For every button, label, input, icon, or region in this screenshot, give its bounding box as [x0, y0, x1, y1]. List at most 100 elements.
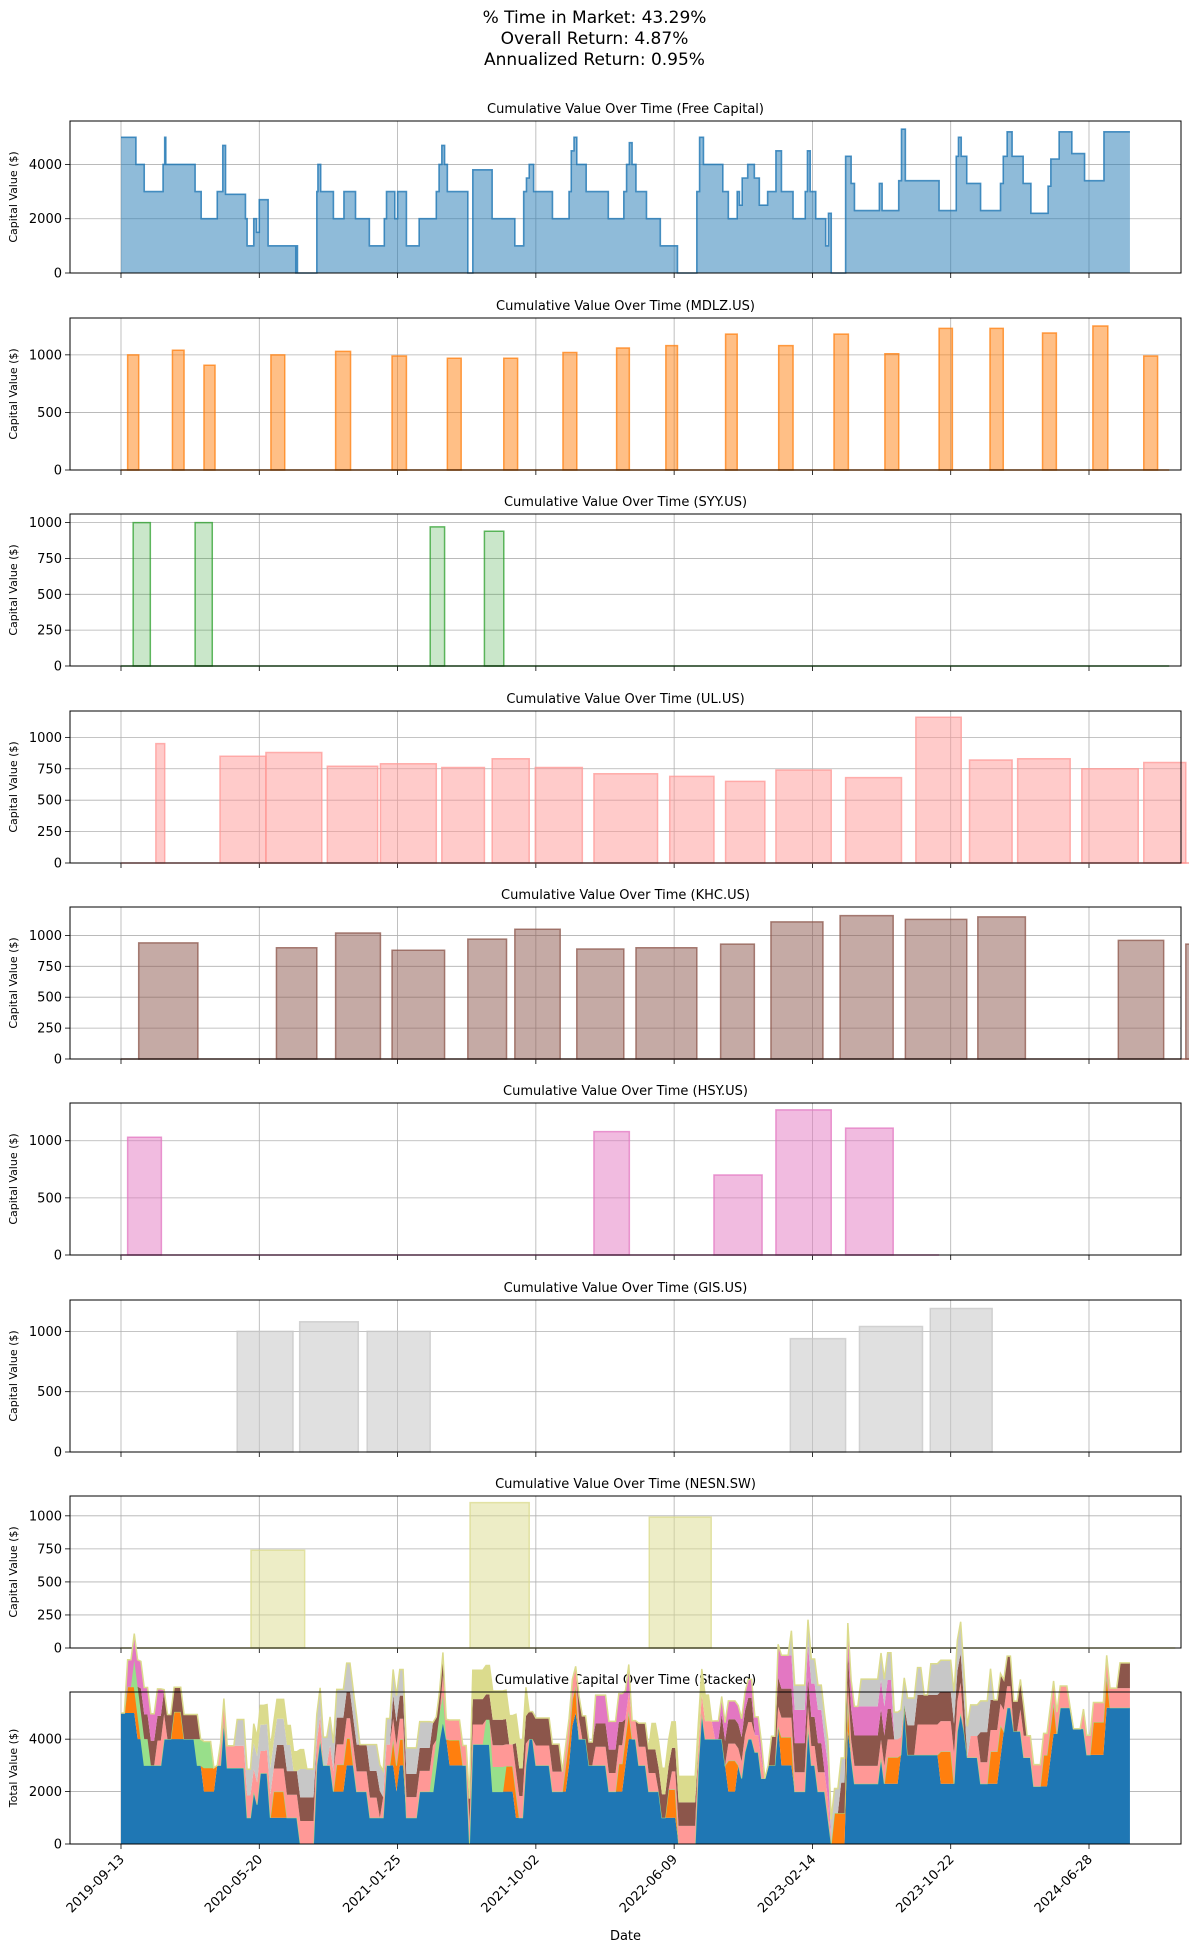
holding-bar [132, 521, 152, 667]
y-tick-label: 0 [54, 267, 62, 282]
holding-bar [514, 928, 561, 1060]
holding-bar [770, 921, 824, 1060]
holding-bar [989, 327, 1005, 471]
axes-frame [69, 317, 1182, 471]
holding-bar [1143, 355, 1159, 471]
y-tick-label: 0 [54, 857, 62, 872]
y-tick-label: 500 [37, 1575, 62, 1590]
panel-6: Cumulative Value Over Time (GIS.US) Capit… [7, 1281, 1182, 1461]
holding-bar [576, 948, 625, 1060]
y-tick-label: 4000 [29, 1733, 62, 1748]
y-tick-label: 500 [37, 991, 62, 1006]
y-tick-label: 250 [37, 1608, 62, 1623]
y-tick-label: 4000 [29, 158, 62, 173]
panel-4: Cumulative Value Over Time (KHC.US) Capit… [7, 888, 1189, 1068]
holding-bar [775, 769, 832, 864]
y-tick-label: 0 [54, 660, 62, 675]
panel-title: Cumulative Value Over Time (GIS.US) [504, 1281, 748, 1296]
holding-bar [270, 354, 286, 471]
holding-bar [1185, 943, 1189, 1060]
axes-frame [69, 120, 1182, 274]
y-tick-label: 1000 [29, 348, 62, 363]
y-tick-label: 750 [37, 552, 62, 567]
y-tick-label: 500 [37, 588, 62, 603]
x-tick-label: 2023-02-14 [755, 1852, 819, 1916]
holding-bar [379, 763, 438, 864]
stacked-layer-4 [121, 1652, 1130, 1844]
holding-bar [194, 521, 214, 667]
axes-frame [69, 1299, 1182, 1453]
x-tick-label: 2024-06-28 [1032, 1852, 1096, 1916]
stacked-layer-0 [121, 1705, 1130, 1844]
y-tick-label: 0 [54, 1053, 62, 1068]
holding-bar [724, 780, 766, 864]
holding-bar [844, 776, 903, 864]
y-tick-label: 0 [54, 1838, 62, 1853]
y-tick-label: 1000 [29, 1134, 62, 1149]
holding-bar [1092, 325, 1109, 471]
y-tick-label: 500 [37, 794, 62, 809]
y-tick-label: 2000 [29, 212, 62, 227]
panel-8: Cumulative Capital Over Time (Stacked) To… [7, 1619, 1182, 1853]
holding-bar [1117, 939, 1165, 1060]
panel-title: Cumulative Value Over Time (MDLZ.US) [496, 299, 755, 314]
free-capital-area [121, 129, 1130, 273]
holding-bar [562, 351, 578, 471]
panel-1: Cumulative Value Over Time (MDLZ.US) Capi… [7, 299, 1182, 479]
panel-title: Cumulative Value Over Time (HSY.US) [503, 1084, 748, 1099]
holding-bar [635, 947, 698, 1060]
y-tick-label: 0 [54, 1642, 62, 1657]
y-axis-label: Capital Value ($) [7, 151, 20, 242]
holding-bar [904, 918, 968, 1060]
x-axis-label: Date [610, 1929, 641, 1944]
holding-bar [915, 716, 962, 864]
y-tick-label: 500 [37, 1385, 62, 1400]
holding-bar [668, 775, 715, 864]
time-in-market-text: % Time in Market: 43.29% [482, 8, 707, 28]
axes-frame [69, 710, 1182, 864]
y-tick-label: 750 [37, 762, 62, 777]
y-tick-label: 750 [37, 1542, 62, 1557]
panel-title: Cumulative Capital Over Time (Stacked) [495, 1673, 756, 1688]
y-axis-label: Capital Value ($) [7, 348, 20, 439]
overall-return-text: Overall Return: 4.87% [500, 29, 689, 49]
holding-bar [326, 765, 379, 864]
panel-title: Cumulative Value Over Time (Free Capital… [487, 102, 764, 117]
holding-bar [275, 947, 318, 1060]
holding-bar [236, 1330, 294, 1453]
holding-bar [503, 357, 519, 471]
holding-bar [884, 352, 900, 471]
holding-bar [334, 932, 382, 1060]
holding-bar [724, 333, 738, 471]
axes-frame [69, 906, 1182, 1060]
axes-frame [69, 513, 1182, 667]
y-tick-label: 750 [37, 960, 62, 975]
panel-title: Cumulative Value Over Time (SYY.US) [504, 495, 747, 510]
axes-frame [69, 1102, 1182, 1256]
panel-title: Cumulative Value Over Time (NESN.SW) [495, 1477, 756, 1492]
y-tick-label: 1000 [29, 731, 62, 746]
x-tick-label: 2021-10-02 [479, 1852, 543, 1916]
y-tick-label: 0 [54, 1446, 62, 1461]
panel-title: Cumulative Value Over Time (KHC.US) [501, 888, 750, 903]
holding-bar [775, 1109, 832, 1256]
holding-bar [977, 916, 1027, 1060]
holding-bar [648, 1516, 712, 1649]
holding-bar [593, 773, 659, 864]
y-tick-label: 1000 [29, 516, 62, 531]
y-tick-label: 250 [37, 825, 62, 840]
holding-bar [491, 757, 530, 864]
y-axis-label: Capital Value ($) [7, 1133, 20, 1224]
x-tick-label: 2019-09-13 [64, 1852, 128, 1916]
holding-bar [929, 1307, 993, 1453]
holding-bar [137, 942, 199, 1060]
holding-bar [1041, 332, 1058, 471]
y-axis-label: Capital Value ($) [7, 544, 20, 635]
overall-summary-title: % Time in Market: 43.29% Overall Return:… [0, 8, 1189, 71]
holding-bar [593, 1130, 631, 1256]
y-tick-label: 1000 [29, 1325, 62, 1340]
y-axis-label: Capital Value ($) [7, 937, 20, 1028]
holding-bar [1143, 761, 1187, 864]
x-tick-label: 2020-05-20 [202, 1852, 266, 1916]
